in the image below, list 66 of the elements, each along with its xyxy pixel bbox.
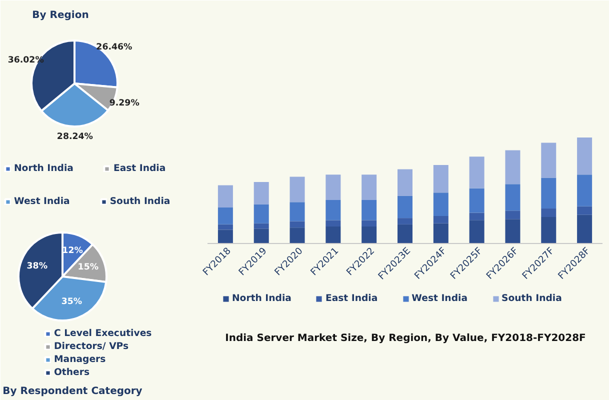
bar [541, 208, 556, 217]
bar [290, 202, 305, 222]
bar [577, 214, 592, 244]
legend-label: Directors/ VPs [54, 341, 129, 352]
chart-title: By Region [32, 10, 89, 21]
bar [398, 169, 412, 196]
bar [577, 206, 592, 215]
bar [541, 178, 556, 209]
bar [433, 192, 448, 216]
bar [326, 174, 341, 200]
bar [290, 176, 305, 202]
bar [254, 223, 269, 229]
bar [505, 219, 520, 244]
bar [326, 220, 341, 227]
data-label: 35% [61, 297, 82, 308]
bar [433, 216, 448, 224]
bar [218, 230, 233, 244]
data-label: 26.46% [96, 42, 133, 52]
bar [218, 207, 233, 224]
text: By Respondent Category [2, 386, 143, 397]
bar [254, 182, 269, 204]
bar [469, 212, 484, 220]
bar [326, 200, 341, 220]
bar [218, 224, 233, 230]
bar [541, 217, 556, 244]
bar [362, 226, 377, 244]
legend-label: South India [110, 196, 170, 207]
legend-label: South India [502, 293, 562, 304]
bar [218, 185, 233, 208]
bar [577, 138, 592, 175]
bar [505, 184, 520, 211]
legend-label: West India [14, 196, 70, 207]
legend-label: Managers [54, 354, 106, 365]
bar [254, 228, 269, 244]
bar [398, 224, 412, 244]
data-label: 9.29% [109, 98, 140, 109]
bar [398, 196, 412, 218]
bar [541, 142, 556, 178]
bar [469, 156, 484, 188]
bar [290, 228, 305, 244]
bar [290, 221, 305, 228]
bar [362, 200, 377, 220]
bar [398, 218, 412, 224]
bar [433, 223, 448, 244]
bar [326, 226, 341, 244]
bar [362, 174, 377, 200]
legend-label: West India [412, 293, 468, 304]
legend-label: North India [232, 293, 292, 304]
bar [469, 188, 484, 213]
data-label: 12% [62, 246, 84, 256]
legend-label: Others [54, 367, 90, 378]
text: India Server Market Size, By Region, By Value, FY2018-FY2028F [225, 333, 586, 344]
bar [505, 210, 520, 220]
legend-label: North India [14, 163, 74, 174]
data-label: 15% [78, 262, 99, 272]
bar [577, 174, 592, 206]
bar [469, 220, 484, 244]
bar [362, 220, 377, 227]
data-label: 38% [26, 261, 48, 272]
legend-label: East India [325, 293, 378, 304]
data-label: 28.24% [56, 132, 94, 142]
bar [433, 165, 448, 193]
bar [505, 150, 520, 184]
legend-label: East India [113, 163, 166, 174]
bar [254, 204, 269, 224]
legend-label: C Level Executives [54, 328, 152, 339]
